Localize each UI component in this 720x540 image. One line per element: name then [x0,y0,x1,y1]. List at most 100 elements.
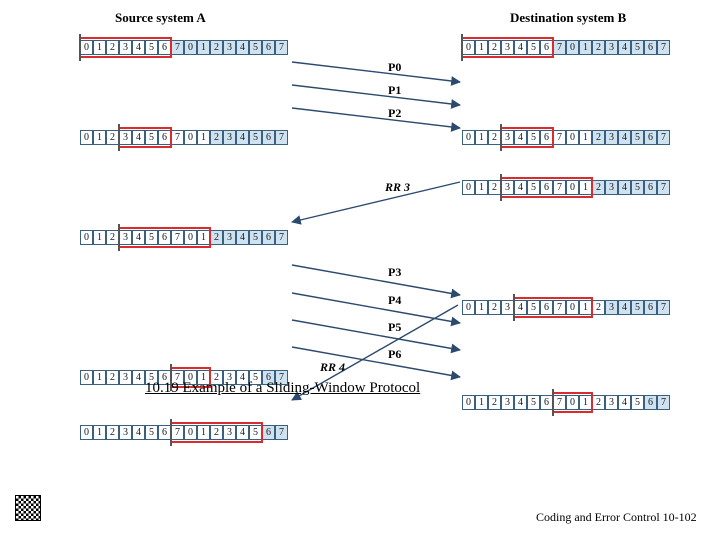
seq-cell: 3 [501,130,514,145]
seq-cell: 6 [540,130,553,145]
seq-cell: 0 [566,130,579,145]
seq-cell: 3 [501,40,514,55]
seq-cell: 6 [644,395,657,410]
seq-cell: 4 [236,230,249,245]
seq-cell: 7 [275,230,288,245]
seq-cell: 5 [249,40,262,55]
seq-cell: 7 [275,130,288,145]
seq-cell: 2 [210,425,223,440]
seq-cell: 5 [631,180,644,195]
seq-cell: 0 [80,230,93,245]
message-label: P6 [388,347,401,362]
seq-cell: 4 [132,425,145,440]
seq-cell: 4 [618,130,631,145]
seq-cell: 2 [488,40,501,55]
seq-cell: 7 [657,40,670,55]
seq-cell: 6 [644,130,657,145]
seq-cell: 5 [631,130,644,145]
seq-cell: 1 [93,40,106,55]
sequence-strip: 0123456701234567 [80,425,288,440]
seq-cell: 0 [462,180,475,195]
seq-cell: 1 [475,180,488,195]
seq-cell: 5 [527,180,540,195]
seq-cell: 0 [184,130,197,145]
seq-cell: 4 [514,130,527,145]
seq-cell: 0 [462,40,475,55]
seq-cell: 6 [540,40,553,55]
message-label: RR 3 [385,180,410,195]
seq-cell: 4 [132,230,145,245]
seq-cell: 0 [80,130,93,145]
seq-cell: 3 [605,130,618,145]
message-arrow [292,182,460,222]
seq-cell: 1 [579,40,592,55]
seq-cell: 5 [527,395,540,410]
seq-cell: 3 [119,425,132,440]
seq-cell: 4 [236,130,249,145]
seq-cell: 5 [145,425,158,440]
message-label: P1 [388,83,401,98]
seq-cell: 0 [566,300,579,315]
seq-cell: 2 [488,300,501,315]
seq-cell: 5 [145,130,158,145]
seq-cell: 2 [106,40,119,55]
seq-cell: 7 [657,130,670,145]
sequence-strip: 0123456701234567 [462,180,670,195]
seq-cell: 0 [184,230,197,245]
boundary-tick [170,419,172,446]
seq-cell: 0 [80,40,93,55]
seq-cell: 2 [210,40,223,55]
boundary-tick [500,124,502,151]
seq-cell: 5 [145,40,158,55]
seq-cell: 1 [579,300,592,315]
seq-cell: 3 [605,40,618,55]
seq-cell: 0 [566,180,579,195]
header-source: Source system A [115,10,206,26]
seq-cell: 7 [553,300,566,315]
seq-cell: 2 [592,40,605,55]
seq-cell: 2 [488,395,501,410]
seq-cell: 7 [657,180,670,195]
sequence-strip: 0123456701234567 [462,40,670,55]
seq-cell: 6 [644,40,657,55]
seq-cell: 2 [592,300,605,315]
seq-cell: 0 [462,130,475,145]
seq-cell: 5 [249,130,262,145]
seq-cell: 7 [171,130,184,145]
sequence-strip: 0123456701234567 [80,40,288,55]
seq-cell: 5 [527,40,540,55]
seq-cell: 0 [184,425,197,440]
sequence-strip: 0123456701234567 [462,300,670,315]
seq-cell: 3 [223,130,236,145]
message-arrow [292,320,460,350]
seq-cell: 7 [657,300,670,315]
seq-cell: 3 [605,180,618,195]
seq-cell: 3 [501,395,514,410]
seq-cell: 4 [514,180,527,195]
seq-cell: 7 [171,40,184,55]
seq-cell: 4 [132,130,145,145]
seq-cell: 4 [236,425,249,440]
message-arrow [292,108,460,128]
seq-cell: 0 [80,370,93,385]
message-label: P2 [388,106,401,121]
seq-cell: 5 [145,230,158,245]
seq-cell: 6 [540,300,553,315]
seq-cell: 5 [527,130,540,145]
seq-cell: 6 [158,130,171,145]
seq-cell: 0 [184,40,197,55]
boundary-tick [552,389,554,416]
boundary-tick [118,124,120,151]
seq-cell: 7 [553,180,566,195]
seq-cell: 2 [592,130,605,145]
seq-cell: 5 [527,300,540,315]
seq-cell: 1 [475,300,488,315]
seq-cell: 3 [119,130,132,145]
seq-cell: 5 [631,40,644,55]
seq-cell: 7 [553,40,566,55]
seq-cell: 5 [631,300,644,315]
seq-cell: 3 [119,230,132,245]
seq-cell: 6 [540,180,553,195]
sequence-strip: 0123456701234567 [80,130,288,145]
sequence-strip: 0123456701234567 [462,395,670,410]
